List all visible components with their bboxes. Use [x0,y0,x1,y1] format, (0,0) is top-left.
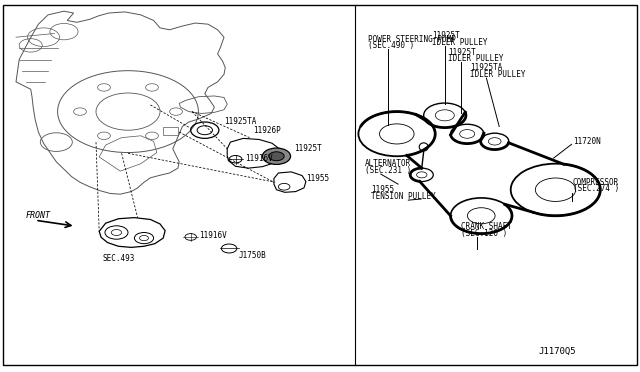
Text: SEC.493: SEC.493 [102,254,134,263]
Text: 11916V: 11916V [245,154,273,163]
Text: 11720N: 11720N [573,137,600,146]
Text: 11925T: 11925T [294,144,321,153]
Text: J1170Q5: J1170Q5 [538,347,576,356]
Text: 11925TA: 11925TA [470,63,503,72]
Text: TENSION PULLEY: TENSION PULLEY [371,192,436,201]
Text: (SEC.120 ): (SEC.120 ) [461,229,507,238]
Text: 11916V: 11916V [199,231,227,240]
Circle shape [262,148,291,164]
Text: (SEC.231 ): (SEC.231 ) [365,166,411,175]
Text: CRANK SHAFT: CRANK SHAFT [461,222,511,231]
Text: 11925T: 11925T [432,31,460,40]
Text: COMPRESSOR: COMPRESSOR [573,178,619,187]
Text: 11926P: 11926P [253,126,280,135]
Circle shape [269,152,284,161]
Text: IDLER PULLEY: IDLER PULLEY [470,70,526,79]
Text: (SEC.490 ): (SEC.490 ) [368,41,414,50]
Text: 11925TA: 11925TA [224,117,257,126]
Text: ALTERNATOR: ALTERNATOR [365,159,411,168]
Text: IDLER PULLEY: IDLER PULLEY [432,38,488,46]
Text: J1750B: J1750B [239,251,266,260]
Text: 11955: 11955 [306,174,329,183]
Text: 11955: 11955 [371,185,394,194]
Text: POWER STEERING PUMP: POWER STEERING PUMP [368,35,456,44]
Text: IDLER PULLEY: IDLER PULLEY [448,54,504,63]
Text: FRONT: FRONT [26,211,51,220]
Text: (SEC.274 ): (SEC.274 ) [573,185,619,193]
Text: 11925T: 11925T [448,48,476,57]
